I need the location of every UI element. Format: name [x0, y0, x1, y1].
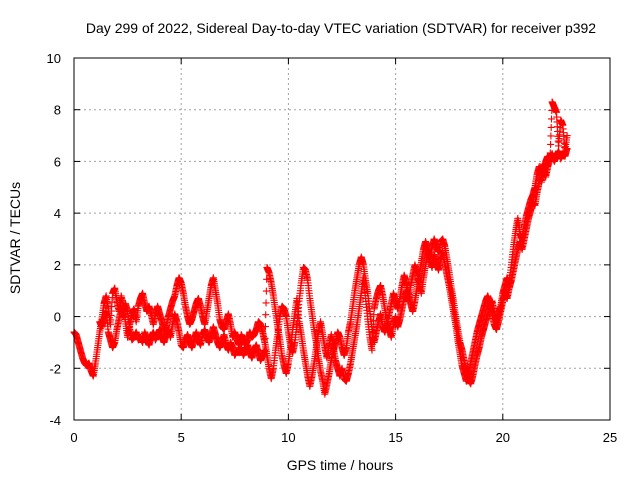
data-point: [368, 340, 376, 348]
grid: [74, 58, 610, 420]
y-tick-label: 4: [54, 206, 61, 221]
x-axis-label: GPS time / hours: [287, 457, 394, 473]
data-point: [262, 311, 270, 319]
y-tick-label: 6: [54, 154, 61, 169]
chart-title: Day 299 of 2022, Sidereal Day-to-day VTE…: [86, 20, 596, 36]
x-tick-label: 20: [496, 430, 510, 445]
data-point: [547, 123, 555, 131]
y-axis-label: SDTVAR / TECUs: [7, 182, 23, 294]
y-tick-label: 8: [54, 103, 61, 118]
data-point: [547, 115, 555, 123]
y-tick-label: 2: [54, 258, 61, 273]
x-tick-label: 5: [178, 430, 185, 445]
data-point: [563, 145, 571, 152]
plot-frame: [73, 57, 611, 421]
data-point: [370, 317, 378, 325]
y-tick-label: -2: [49, 361, 61, 376]
data-point: [262, 287, 270, 295]
data-point: [370, 311, 378, 319]
y-tick-label: 10: [47, 51, 61, 66]
data-point: [261, 334, 269, 342]
data-point: [547, 132, 555, 140]
x-tick-label: 25: [603, 430, 617, 445]
data-point: [368, 346, 376, 354]
x-tick-label: 0: [70, 430, 77, 445]
series-sdtvar: [70, 98, 571, 398]
data-point: [369, 334, 377, 342]
data-point: [262, 299, 270, 307]
x-tick-label: 15: [388, 430, 402, 445]
data-points: [70, 98, 571, 398]
y-tick-label: -4: [49, 413, 61, 428]
data-point: [369, 328, 377, 336]
data-point: [547, 140, 555, 148]
data-point: [369, 323, 377, 331]
y-tick-label: 0: [54, 310, 61, 325]
x-tick-label: 10: [281, 430, 295, 445]
series-sdtvar-band: [96, 145, 571, 390]
data-point: [261, 346, 269, 354]
data-point: [261, 323, 269, 331]
data-point: [563, 132, 571, 140]
axis-ticks: 0 5 10 15 20 25 -4 -2 0 2 4 6 8 10: [47, 51, 618, 445]
